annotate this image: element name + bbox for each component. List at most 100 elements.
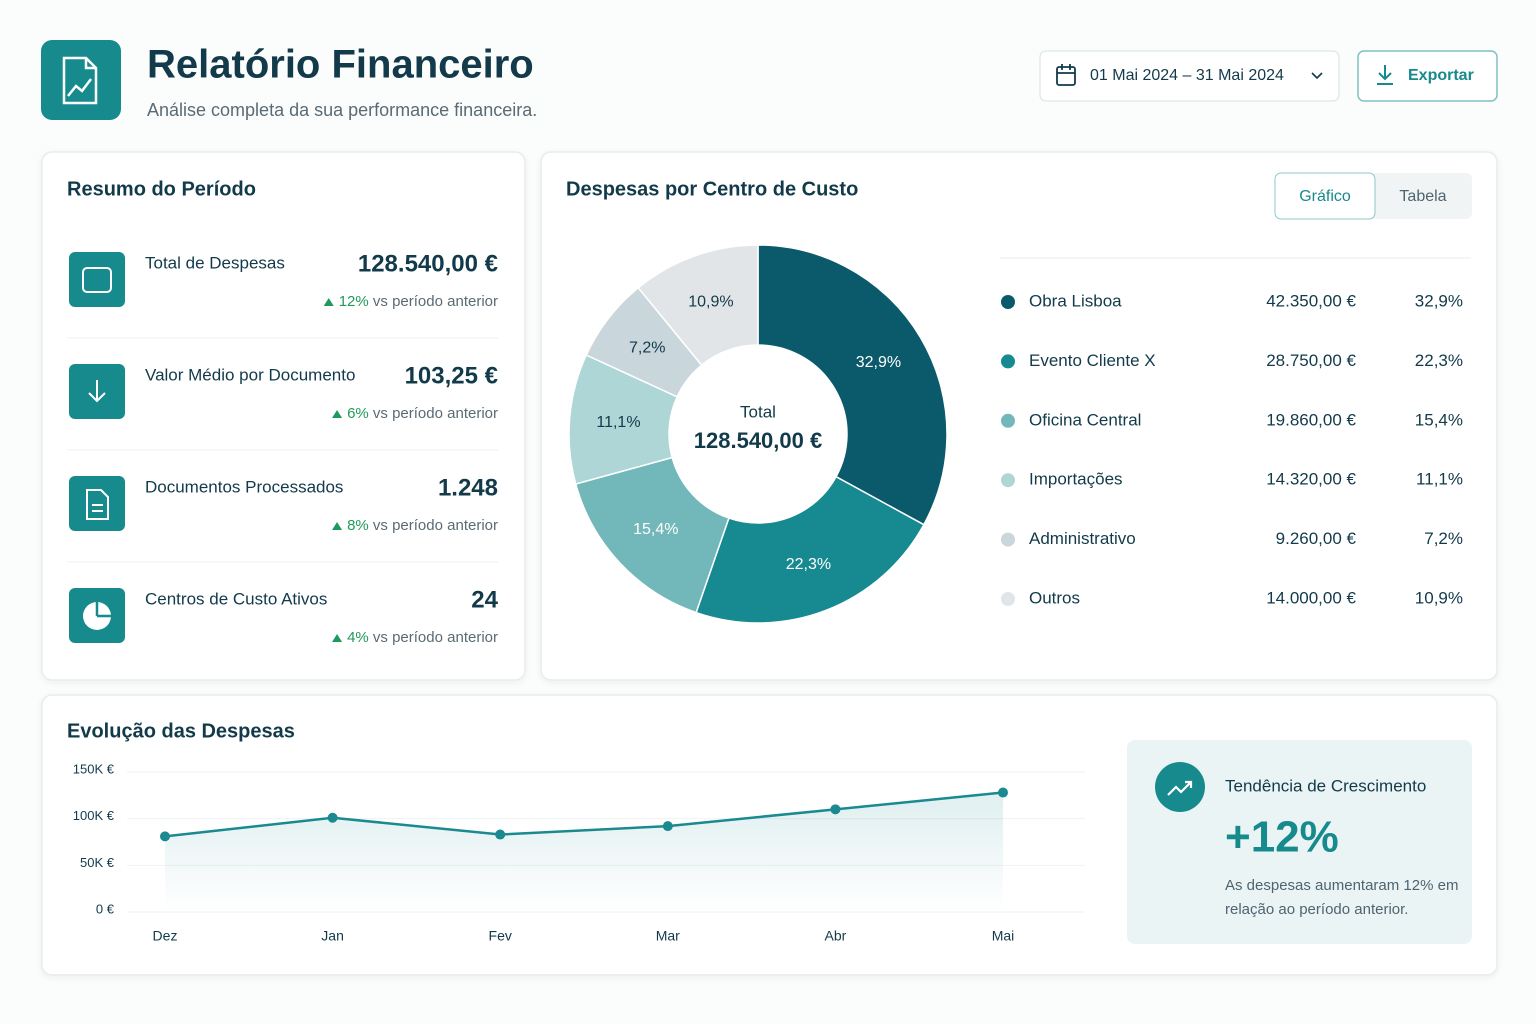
legend-dot <box>1001 532 1015 547</box>
slice-label: 11,1% <box>596 414 640 431</box>
slice-label: 7,2% <box>629 340 665 357</box>
x-tick-label: Mar <box>656 928 680 944</box>
icon-bg <box>69 252 125 307</box>
legend-name: Outros <box>1029 588 1080 607</box>
chevron <box>1311 72 1323 80</box>
tab-label[interactable]: Gráfico <box>1299 188 1351 205</box>
legend-name: Oficina Central <box>1029 410 1141 429</box>
y-tick-label: 0 € <box>96 901 115 916</box>
wallet-icon <box>82 267 112 293</box>
trend-box <box>1127 740 1472 944</box>
line-point <box>160 831 170 842</box>
y-tick-label: 50K € <box>80 855 115 870</box>
slice-label: 10,9% <box>688 293 733 310</box>
x-tick-label: Dez <box>153 928 178 944</box>
donut-slice <box>574 456 730 614</box>
change-comparison: vs período anterior <box>373 293 498 310</box>
donut-title: Despesas por Centro de Custo <box>566 178 858 200</box>
trend-icon <box>1167 780 1193 796</box>
trend-text: As despesas aumentaram 12% em relação ao… <box>1225 877 1459 918</box>
legend-dot <box>1001 354 1015 369</box>
donut-slice <box>695 475 925 624</box>
tab-active[interactable] <box>1274 172 1376 220</box>
document-icon <box>86 489 109 520</box>
change-value: 8% <box>347 517 369 534</box>
slice-label: 22,3% <box>786 556 831 573</box>
summary-title: Resumo do Período <box>67 178 256 200</box>
metric-label: Documentos Processados <box>145 477 343 496</box>
change-value: 4% <box>347 629 369 646</box>
metric-label: Valor Médio por Documento <box>145 365 355 384</box>
legend-name: Obra Lisboa <box>1029 291 1122 310</box>
line-point <box>662 821 673 832</box>
y-tick-label: 150K € <box>73 761 115 776</box>
legend-amount: 19.860,00 € <box>1266 410 1356 429</box>
summary-icons <box>69 252 125 643</box>
up-arrow <box>332 522 343 530</box>
legend-dot <box>1001 473 1015 488</box>
line-point <box>495 829 506 840</box>
metric-value: 1.248 <box>438 474 498 501</box>
legend-amount: 14.320,00 € <box>1266 470 1356 489</box>
donut-center-label: Total <box>740 402 776 421</box>
legend-name: Importações <box>1029 470 1123 489</box>
donut-slice <box>637 244 759 367</box>
change-value: 12% <box>339 293 369 310</box>
legend-dot <box>1001 295 1015 309</box>
legend-amount: 9.260,00 € <box>1276 529 1357 548</box>
legend-percent: 32,9% <box>1415 291 1463 310</box>
tab-label[interactable]: Tabela <box>1399 188 1446 205</box>
legend-percent: 22,3% <box>1415 351 1463 370</box>
legend-amount: 28.750,00 € <box>1266 351 1356 370</box>
x-tick-label: Jan <box>321 928 344 944</box>
legend-name: Evento Cliente X <box>1029 351 1156 370</box>
x-tick-label: Abr <box>825 928 847 944</box>
up-arrow <box>323 298 334 306</box>
donut-slice <box>757 244 948 526</box>
slice-label: 32,9% <box>856 354 901 371</box>
metric-value: 128.540,00 € <box>358 250 498 277</box>
line-point <box>830 804 841 815</box>
trend-icon-bg <box>1155 762 1205 812</box>
page-title: Relatório Financeiro <box>147 43 534 87</box>
summary-card <box>41 151 526 681</box>
slice-label: 15,4% <box>633 521 678 538</box>
y-tick-label: 100K € <box>73 808 115 823</box>
up-arrow <box>332 410 343 418</box>
legend-percent: 15,4% <box>1415 410 1463 429</box>
logo-icon <box>62 56 98 105</box>
metric-value: 24 <box>471 586 498 613</box>
metric-change: 12% vs período anterior <box>339 293 498 310</box>
change-comparison: vs período anterior <box>373 517 498 534</box>
arrow-icon <box>88 380 106 403</box>
metric-change: 8% vs período anterior <box>347 517 498 534</box>
date-picker[interactable] <box>1039 50 1340 102</box>
legend-dot <box>1001 592 1015 606</box>
metric-change: 6% vs período anterior <box>347 405 498 422</box>
x-tick-label: Mai <box>992 928 1015 944</box>
change-comparison: vs período anterior <box>373 405 498 422</box>
line-title: Evolução das Despesas <box>67 720 295 742</box>
line <box>164 791 1004 838</box>
export-button[interactable] <box>1357 50 1498 102</box>
export-label: Exportar <box>1408 67 1474 84</box>
date-range: 01 Mai 2024 – 31 Mai 2024 <box>1090 67 1284 84</box>
metric-label: Total de Despesas <box>145 253 285 272</box>
trend-value: +12% <box>1225 813 1339 862</box>
metric-label: Centros de Custo Ativos <box>145 589 327 608</box>
change-comparison: vs período anterior <box>373 629 498 646</box>
download-icon <box>1377 65 1393 85</box>
metric-value: 103,25 € <box>405 362 498 389</box>
legend-percent: 7,2% <box>1424 529 1463 548</box>
legend-amount: 14.000,00 € <box>1266 588 1356 607</box>
line-point <box>327 812 338 823</box>
page-subtitle: Análise completa da sua performance fina… <box>147 100 537 120</box>
pie-icon-cut <box>95 602 111 618</box>
metric-change: 4% vs período anterior <box>347 629 498 646</box>
legend-percent: 11,1% <box>1416 470 1463 489</box>
up-arrow <box>332 634 343 642</box>
donut-center-value: 128.540,00 € <box>694 428 822 453</box>
